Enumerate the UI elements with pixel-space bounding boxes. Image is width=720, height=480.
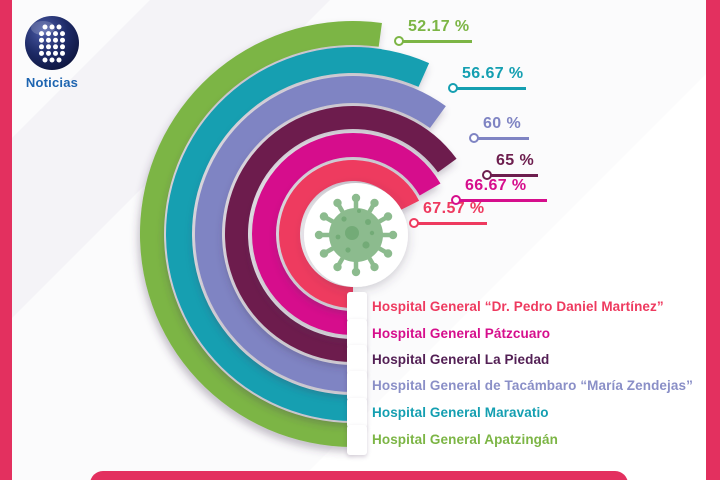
- frame-bottom-bar: [90, 471, 628, 480]
- value-label-text: 67.57 %: [423, 200, 485, 217]
- value-label-text: 56.67 %: [462, 65, 524, 82]
- ring-end-notch: [347, 425, 367, 455]
- legend-item-4: Hospital General Maravatio: [372, 405, 549, 420]
- logo-wordmark: Noticias: [25, 75, 79, 90]
- value-label-3: 60 %: [469, 114, 529, 143]
- ring-end-notch: [347, 345, 367, 375]
- legend-item-3: Hospital General de Tacámbaro “María Zen…: [372, 378, 693, 393]
- value-label-text: 60 %: [483, 115, 522, 132]
- value-label-5: 52.17 %: [394, 17, 472, 46]
- value-label-2: 65 %: [482, 151, 538, 180]
- legend-item-2: Hospital General La Piedad: [372, 352, 550, 367]
- ring-end-notch: [347, 371, 367, 401]
- frame-right-bar: [706, 0, 720, 480]
- ring-end-notch: [347, 398, 367, 428]
- legend-item-0: Hospital General “Dr. Pedro Daniel Martí…: [372, 299, 664, 314]
- value-label-text: 66.67 %: [465, 177, 527, 194]
- value-label-marker-icon: [451, 195, 461, 205]
- value-label-marker-icon: [409, 218, 419, 228]
- coronavirus-icon: [314, 193, 398, 277]
- value-label-text: 65 %: [496, 152, 535, 169]
- ring-end-notch: [347, 319, 367, 349]
- ring-3: [194, 76, 446, 392]
- frame-left-bar: [0, 0, 12, 480]
- value-label-marker-icon: [394, 36, 404, 46]
- chart-hub: [304, 183, 408, 287]
- value-label-marker-icon: [482, 170, 492, 180]
- ring-end-notch: [347, 292, 367, 322]
- logo-sphere-icon: [25, 16, 79, 70]
- value-label-marker-icon: [469, 133, 479, 143]
- news-logo: Noticias: [14, 14, 90, 90]
- value-label-1: 66.67 %: [451, 176, 547, 205]
- legend-item-1: Hospital General Pátzcuaro: [372, 326, 551, 341]
- value-label-text: 52.17 %: [408, 18, 470, 35]
- value-label-0: 67.57 %: [409, 199, 487, 228]
- ring-0: [278, 160, 420, 309]
- value-label-marker-icon: [448, 83, 458, 93]
- legend-item-5: Hospital General Apatzingán: [372, 432, 558, 447]
- value-label-4: 56.67 %: [448, 64, 526, 93]
